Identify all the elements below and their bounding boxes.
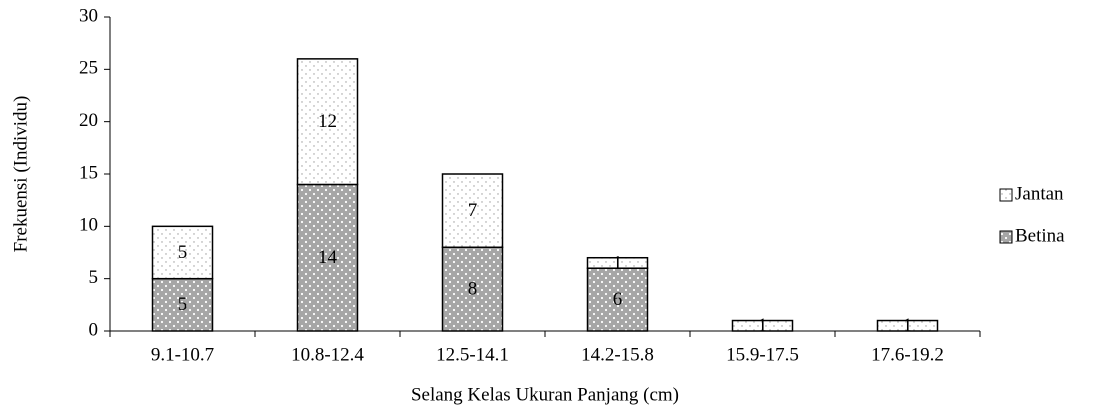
x-axis-title: Selang Kelas Ukuran Panjang (cm) <box>411 384 679 405</box>
data-label: 1 <box>758 315 768 336</box>
data-label: 7 <box>468 200 478 221</box>
legend-label: Betina <box>1015 225 1065 246</box>
data-label: 1 <box>613 252 623 273</box>
bar-segment <box>151 277 214 332</box>
data-label: 6 <box>613 289 623 310</box>
y-tick-label: 15 <box>79 162 98 183</box>
data-label: 5 <box>178 242 188 263</box>
bar-segment <box>731 319 794 332</box>
y-axis-title: Frekuensi (Individu) <box>10 96 31 253</box>
y-tick-label: 0 <box>89 319 99 340</box>
y-tick-label: 20 <box>79 110 98 131</box>
y-tick-label: 30 <box>79 5 98 26</box>
bar-segment <box>586 256 649 269</box>
data-label: 1 <box>903 315 913 336</box>
bar-segment <box>441 173 504 249</box>
legend-label: Jantan <box>1015 183 1064 204</box>
data-label: 5 <box>178 294 188 315</box>
x-tick-label: 10.8-12.4 <box>291 344 364 365</box>
y-tick-label: 25 <box>79 58 98 79</box>
bar-segment <box>296 183 359 332</box>
bar-segment <box>151 225 214 280</box>
legend-swatch <box>999 188 1013 202</box>
bar-segment <box>296 58 359 186</box>
x-tick-label: 14.2-15.8 <box>581 344 654 365</box>
data-label: 8 <box>468 278 478 299</box>
x-tick-label: 17.6-19.2 <box>871 344 944 365</box>
bar-segment <box>441 246 504 332</box>
x-tick-label: 9.1-10.7 <box>151 344 214 365</box>
x-tick-label: 12.5-14.1 <box>436 344 509 365</box>
y-tick-label: 5 <box>89 267 99 288</box>
data-label: 12 <box>318 111 337 132</box>
legend-swatch <box>999 230 1013 244</box>
bar-segment <box>876 319 939 332</box>
data-label: 14 <box>318 247 338 268</box>
y-tick-label: 10 <box>79 215 98 236</box>
x-tick-label: 15.9-17.5 <box>726 344 799 365</box>
